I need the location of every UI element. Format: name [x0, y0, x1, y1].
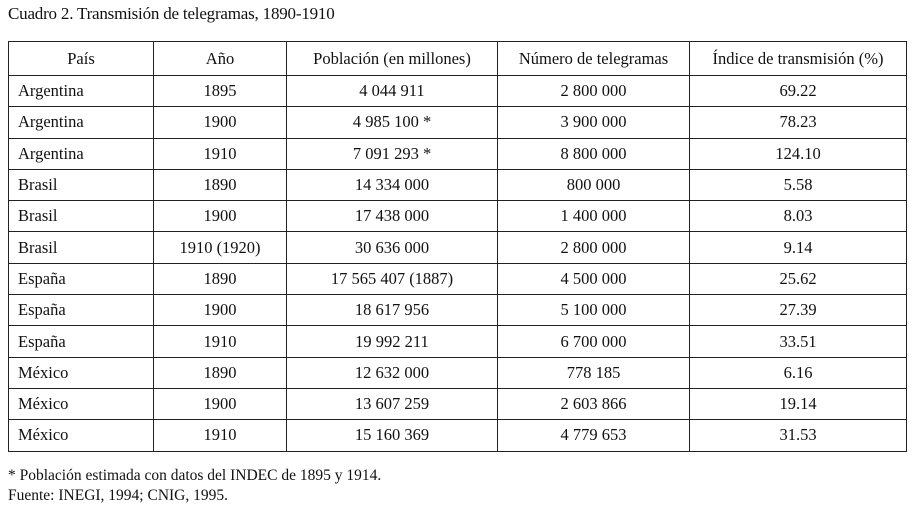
- cell-year: 1910: [153, 419, 287, 452]
- table-row: Argentina 1895 4 044 911 2 800 000 69.22: [8, 74, 907, 108]
- table-row: México 1910 15 160 369 4 779 653 31.53: [8, 419, 907, 452]
- table-row: España 1900 18 617 956 5 100 000 27.39: [8, 294, 907, 327]
- cell-index: 124.10: [689, 137, 907, 170]
- cell-population: 12 632 000: [286, 356, 498, 389]
- cell-telegrams: 2 603 866: [497, 387, 690, 421]
- cell-telegrams: 3 900 000: [497, 106, 690, 139]
- table-caption: Cuadro 2. Transmisión de telegramas, 189…: [8, 4, 335, 23]
- cell-year: 1890: [153, 356, 287, 389]
- cell-year: 1910: [153, 325, 287, 358]
- cell-population: 4 044 911: [286, 74, 498, 108]
- table-row: Argentina 1910 7 091 293 * 8 800 000 124.10: [8, 137, 907, 170]
- table-row: México 1900 13 607 259 2 603 866 19.14: [8, 387, 907, 421]
- cell-telegrams: 778 185: [497, 356, 690, 389]
- cell-year: 1890: [153, 168, 287, 202]
- table-notes: * Población estimada con datos del INDEC…: [8, 466, 381, 506]
- table-row: México 1890 12 632 000 778 185 6.16: [8, 356, 907, 389]
- cell-index: 9.14: [689, 231, 907, 264]
- cell-population: 14 334 000: [286, 168, 498, 202]
- table-row: España 1890 17 565 407 (1887) 4 500 000 25.6…: [8, 262, 907, 296]
- table-row: España 1910 19 992 211 6 700 000 33.51: [8, 325, 907, 358]
- cell-year: 1900: [153, 294, 287, 327]
- cell-country: Argentina: [8, 74, 154, 108]
- header-telegrams: Número de telegramas: [497, 41, 690, 76]
- cell-telegrams: 5 100 000: [497, 294, 690, 327]
- cell-country: Argentina: [8, 106, 154, 139]
- cell-telegrams: 4 500 000: [497, 262, 690, 296]
- table-row: Argentina 1900 4 985 100 * 3 900 000 78.23: [8, 106, 907, 139]
- table-row: Brasil 1900 17 438 000 1 400 000 8.03: [8, 200, 907, 233]
- cell-country: España: [8, 294, 154, 327]
- table-body: Argentina 1895 4 044 911 2 800 000 69.22 Arge…: [8, 74, 907, 452]
- cell-year: 1900: [153, 200, 287, 233]
- table-row: Brasil 1910 (1920) 30 636 000 2 800 000 9.14: [8, 231, 907, 264]
- source-note: Fuente: INEGI, 1994; CNIG, 1995.: [8, 487, 228, 504]
- cell-telegrams: 4 779 653: [497, 419, 690, 452]
- cell-index: 69.22: [689, 74, 907, 108]
- footnote: * Población estimada con datos del INDEC…: [8, 467, 382, 484]
- cell-population: 18 617 956: [286, 294, 498, 327]
- cell-country: Brasil: [8, 200, 154, 233]
- cell-telegrams: 6 700 000: [497, 325, 690, 358]
- table-header-row: País Año Población (en millones) Número de …: [8, 41, 907, 76]
- header-year: Año: [153, 41, 287, 76]
- cell-telegrams: 800 000: [497, 168, 690, 202]
- cell-country: México: [8, 387, 154, 421]
- cell-population: 7 091 293 *: [286, 137, 498, 170]
- cell-country: España: [8, 262, 154, 296]
- cell-telegrams: 2 800 000: [497, 74, 690, 108]
- cell-year: 1895: [153, 74, 287, 108]
- cell-index: 25.62: [689, 262, 907, 296]
- header-country: País: [8, 41, 154, 76]
- cell-index: 5.58: [689, 168, 907, 202]
- cell-telegrams: 2 800 000: [497, 231, 690, 264]
- cell-year: 1900: [153, 387, 287, 421]
- cell-population: 30 636 000: [286, 231, 498, 264]
- cell-population: 17 565 407 (1887): [286, 262, 498, 296]
- cell-population: 17 438 000: [286, 200, 498, 233]
- cell-country: México: [8, 356, 154, 389]
- cell-country: España: [8, 325, 154, 358]
- cell-index: 8.03: [689, 200, 907, 233]
- cell-country: Argentina: [8, 137, 154, 170]
- cell-index: 19.14: [689, 387, 907, 421]
- cell-population: 4 985 100 *: [286, 106, 498, 139]
- header-index: Índice de transmisión (%): [689, 41, 907, 76]
- cell-index: 6.16: [689, 356, 907, 389]
- cell-population: 15 160 369: [286, 419, 498, 452]
- cell-year: 1910: [153, 137, 287, 170]
- cell-year: 1900: [153, 106, 287, 139]
- cell-index: 27.39: [689, 294, 907, 327]
- cell-year: 1910 (1920): [153, 231, 287, 264]
- cell-telegrams: 1 400 000: [497, 200, 690, 233]
- cell-index: 78.23: [689, 106, 907, 139]
- header-population: Población (en millones): [286, 41, 498, 76]
- cell-population: 13 607 259: [286, 387, 498, 421]
- cell-index: 31.53: [689, 419, 907, 452]
- cell-year: 1890: [153, 262, 287, 296]
- cell-population: 19 992 211: [286, 325, 498, 358]
- cell-country: México: [8, 419, 154, 452]
- table-row: Brasil 1890 14 334 000 800 000 5.58: [8, 168, 907, 202]
- cell-index: 33.51: [689, 325, 907, 358]
- cell-telegrams: 8 800 000: [497, 137, 690, 170]
- cell-country: Brasil: [8, 168, 154, 202]
- telegram-table: País Año Población (en millones) Número de …: [8, 41, 907, 452]
- cell-country: Brasil: [8, 231, 154, 264]
